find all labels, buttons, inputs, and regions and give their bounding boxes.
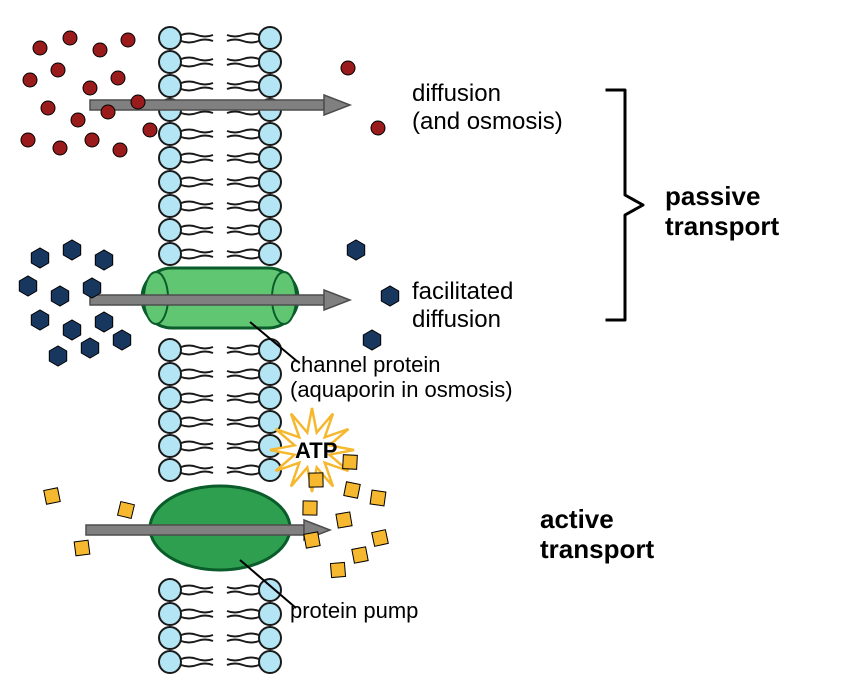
label-channel-line2: (aquaporin in osmosis): [290, 377, 513, 402]
label-active-line1: active: [540, 504, 614, 534]
label-atp-text: ATP: [295, 438, 337, 463]
label-passive: passive transport: [665, 182, 779, 242]
label-diffusion-line1: diffusion: [412, 80, 501, 107]
label-diffusion: diffusion (and osmosis): [412, 80, 563, 135]
label-diffusion-line2: (and osmosis): [412, 108, 563, 135]
label-channel: channel protein (aquaporin in osmosis): [290, 352, 513, 403]
label-active-line2: transport: [540, 534, 654, 564]
label-atp: ATP: [295, 438, 337, 463]
label-active: active transport: [540, 505, 654, 565]
label-passive-line1: passive: [665, 181, 760, 211]
label-channel-line1: channel protein: [290, 352, 440, 377]
label-passive-line2: transport: [665, 211, 779, 241]
label-facilitated-line2: diffusion: [412, 306, 501, 333]
label-facilitated-line1: facilitated: [412, 278, 513, 305]
label-pump: protein pump: [290, 598, 418, 623]
label-facilitated: facilitated diffusion: [412, 278, 513, 333]
label-pump-line1: protein pump: [290, 598, 418, 623]
